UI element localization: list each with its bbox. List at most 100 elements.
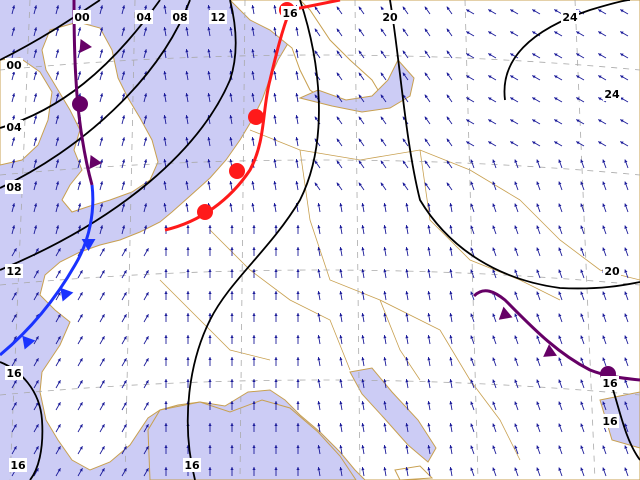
- wind-arrow: [143, 49, 148, 59]
- wind-arrow: [230, 225, 234, 234]
- wind-arrow: [492, 313, 497, 323]
- wind-arrow: [424, 94, 431, 103]
- wind-arrow: [251, 27, 255, 37]
- wind-arrow: [186, 379, 190, 388]
- wind-arrow: [143, 335, 149, 345]
- wind-arrow: [358, 160, 365, 169]
- border-line: [249, 129, 521, 201]
- wind-arrow: [470, 225, 475, 235]
- wind-arrow: [317, 225, 321, 235]
- wind-arrow: [358, 116, 365, 125]
- wind-arrow: [186, 313, 190, 322]
- wind-arrow: [624, 467, 629, 477]
- wind-arrow: [361, 225, 365, 235]
- wind-arrow: [121, 445, 127, 455]
- wind-arrow: [624, 357, 629, 367]
- wind-arrow: [230, 269, 234, 278]
- wind-arrow: [164, 379, 168, 388]
- wind-arrow: [536, 401, 541, 411]
- wind-arrow: [33, 49, 38, 59]
- wind-arrow: [208, 445, 212, 454]
- wind-arrow: [208, 225, 212, 234]
- wind-arrow: [296, 335, 300, 344]
- wind-arrow: [553, 119, 563, 125]
- wind-arrow: [11, 401, 17, 411]
- wind-arrow: [99, 71, 104, 81]
- wind-arrow: [553, 75, 563, 81]
- svg-text:24: 24: [604, 88, 620, 101]
- wind-arrow: [121, 379, 127, 389]
- land-great-britain: [41, 21, 159, 213]
- wind-arrow: [427, 467, 431, 477]
- wind-arrow: [314, 28, 321, 37]
- wind-arrow: [77, 71, 82, 81]
- wind-arrow: [121, 181, 126, 191]
- wind-arrow: [487, 119, 497, 125]
- wind-arrow: [99, 445, 105, 455]
- wind-arrow: [449, 225, 453, 235]
- borders: [159, 129, 640, 461]
- wind-arrow: [33, 225, 38, 235]
- wind-arrow: [449, 203, 453, 213]
- wind-arrow: [380, 138, 387, 147]
- wind-arrow: [77, 269, 83, 279]
- wind-arrow: [405, 225, 409, 235]
- wind-arrow: [602, 181, 607, 191]
- wind-arrow: [143, 313, 149, 323]
- wind-arrow: [446, 50, 453, 59]
- svg-text:04: 04: [6, 121, 22, 134]
- wind-arrow: [77, 357, 83, 367]
- wind-arrow: [405, 467, 409, 477]
- wind-arrow: [580, 423, 585, 433]
- isobar-label: 20: [603, 264, 621, 278]
- occluded-front-triangle: [498, 306, 513, 320]
- isobar-label: 12: [209, 10, 227, 24]
- wind-arrow: [514, 181, 519, 191]
- wind-arrow: [99, 159, 104, 169]
- sea-adriatic: [349, 367, 437, 463]
- wind-arrow: [339, 401, 343, 411]
- isobar-label: 00: [73, 10, 91, 24]
- wind-arrow: [558, 291, 563, 301]
- wind-arrow: [317, 313, 321, 323]
- wind-arrow: [296, 467, 300, 476]
- wind-arrow: [553, 141, 563, 147]
- wind-arrow: [251, 137, 255, 147]
- wind-arrow: [208, 357, 212, 366]
- wind-arrow: [402, 72, 409, 81]
- wind-arrow: [314, 160, 321, 169]
- wind-arrow: [11, 313, 17, 323]
- wind-arrow: [163, 5, 167, 15]
- wind-arrow: [99, 93, 104, 103]
- wind-arrow: [11, 71, 16, 81]
- wind-arrow: [99, 181, 104, 191]
- wind-arrow: [624, 247, 629, 257]
- wind-arrow: [163, 115, 167, 125]
- wind-arrow: [449, 291, 453, 301]
- wind-arrow: [163, 71, 167, 81]
- wind-arrow: [465, 31, 475, 37]
- wind-arrow: [405, 401, 409, 411]
- wind-arrow: [252, 467, 256, 476]
- wind-arrow: [121, 225, 126, 235]
- wind-arrow: [402, 182, 409, 191]
- wind-arrow: [602, 159, 607, 169]
- wind-arrow: [536, 313, 541, 323]
- wind-arrow: [465, 119, 475, 125]
- wind-arrow: [383, 445, 387, 455]
- wind-arrow: [514, 379, 519, 389]
- wind-arrow: [77, 401, 83, 411]
- svg-text:12: 12: [210, 11, 225, 24]
- wind-arrow: [339, 313, 343, 323]
- wind-arrow: [597, 141, 607, 147]
- occluded-front-semicircle: [72, 96, 88, 112]
- wind-arrow: [405, 335, 409, 345]
- svg-text:16: 16: [10, 459, 26, 472]
- wind-arrow: [143, 247, 149, 257]
- wind-arrow: [77, 445, 83, 455]
- wind-arrow: [470, 247, 475, 257]
- wind-arrow: [492, 445, 497, 455]
- wind-arrow: [492, 269, 497, 279]
- wind-arrow: [55, 445, 61, 455]
- wind-arrow: [487, 53, 497, 59]
